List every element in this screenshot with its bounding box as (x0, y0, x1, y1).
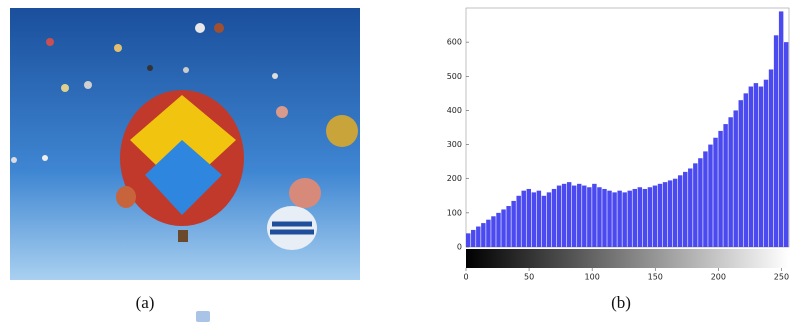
caption: (a) (136, 293, 155, 312)
bar (783, 42, 789, 248)
x-tick-label: 50 (524, 273, 534, 282)
y-tick-label: 0 (457, 243, 462, 252)
bar (688, 168, 693, 247)
bar (622, 192, 627, 247)
bar (526, 188, 532, 247)
bar (607, 190, 612, 247)
bar (642, 188, 648, 247)
bar (733, 110, 738, 247)
bar (617, 190, 622, 247)
x-tick-label: 100 (585, 273, 600, 282)
y-tick-label: 100 (447, 208, 462, 217)
bar (763, 79, 769, 247)
bar (491, 216, 496, 247)
bar (637, 187, 643, 247)
x-tick-label: 0 (463, 273, 468, 282)
bar (582, 185, 587, 247)
bar (577, 183, 582, 247)
bar (632, 188, 637, 247)
bar (672, 178, 678, 247)
y-tick-label: 500 (447, 72, 462, 81)
bar (566, 182, 572, 247)
bar (652, 185, 658, 247)
bar (587, 187, 592, 247)
bar (667, 180, 673, 247)
bar (723, 124, 728, 247)
bar (551, 188, 557, 247)
bar (476, 226, 481, 247)
x-tick-label: 200 (711, 273, 726, 282)
bar (627, 190, 632, 247)
y-tick-label: 400 (447, 106, 462, 115)
photo (10, 8, 360, 280)
bar (738, 100, 743, 247)
bar (683, 171, 688, 247)
bar (693, 163, 698, 247)
bar (486, 219, 491, 247)
bar (768, 69, 774, 247)
y-tick-label: 300 (447, 140, 462, 149)
bar (501, 209, 506, 247)
bar (713, 137, 718, 247)
bar (743, 93, 749, 247)
bar (728, 117, 733, 247)
bar (698, 158, 703, 247)
bar (536, 190, 542, 247)
bar (471, 229, 476, 247)
bar (531, 192, 537, 247)
y-tick-label: 200 (447, 174, 462, 183)
bar (773, 35, 779, 247)
bar (561, 183, 567, 247)
bar (506, 206, 511, 247)
bar (662, 182, 668, 247)
bar (677, 175, 683, 247)
x-tick-label: 150 (648, 273, 663, 282)
bar (521, 190, 526, 247)
bar (708, 144, 713, 247)
icon (196, 311, 210, 322)
bar (571, 185, 577, 247)
bar (753, 83, 759, 247)
bar (556, 185, 562, 247)
bar (481, 223, 486, 247)
bar (597, 187, 602, 247)
bar (758, 86, 764, 248)
y-tick-label: 600 (447, 38, 462, 47)
bar (592, 183, 597, 247)
bar (657, 183, 663, 247)
bar (516, 195, 521, 247)
bar (511, 200, 516, 247)
bar (466, 233, 471, 247)
x-tick-label: 250 (774, 273, 789, 282)
bar (748, 86, 754, 248)
bar (718, 130, 723, 247)
bar (647, 187, 653, 247)
bar (546, 192, 552, 247)
bar (541, 195, 547, 247)
bar (602, 188, 607, 247)
bar (703, 151, 708, 247)
bar (612, 192, 617, 247)
caption: (b) (611, 293, 631, 312)
bar (778, 11, 784, 247)
colorbar (466, 249, 789, 268)
bar (496, 212, 501, 247)
